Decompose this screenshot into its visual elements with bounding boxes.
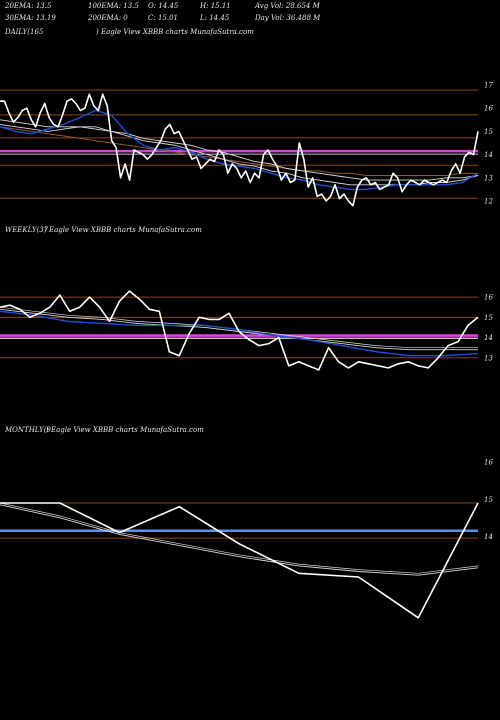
weekly-title: WEEKLY(37: [5, 226, 49, 234]
stat-low: L: 14.45: [199, 14, 230, 22]
y-tick-label: 15: [484, 496, 493, 504]
y-tick-label: 14: [484, 151, 493, 159]
stat-avg-vol: Avg Vol: 28.654 M: [254, 2, 321, 10]
y-tick-label: 13: [484, 354, 493, 362]
y-tick-label: 16: [484, 105, 493, 113]
weekly-panel-title: WEEKLY(37 ) Eagle View XBBB charts Munaf…: [5, 226, 202, 234]
monthly-panel-title: MONTHLY(9 ) Eagle View XBBB charts Munaf…: [4, 426, 204, 434]
daily-panel: 17 16 15 14 13 12: [0, 81, 493, 207]
ema-slow2-series-line: [0, 502, 479, 574]
y-tick-label: 17: [484, 81, 493, 89]
y-tick-label: 16: [484, 294, 493, 302]
stat-close: C: 15.01: [148, 14, 178, 22]
y-tick-label: 16: [484, 459, 493, 467]
y-tick-label: 13: [484, 174, 493, 182]
stat-day-vol: Day Vol: 36.488 M: [254, 14, 321, 22]
ema-slow-series-line: [0, 504, 479, 576]
stat-high: H: 15.11: [199, 2, 231, 10]
price-series-line: [0, 290, 479, 371]
stat-30ema: 30EMA: 13.19: [5, 14, 56, 22]
price-series-line: [0, 93, 479, 207]
ema-fast-series-line: [0, 310, 479, 357]
daily-panel-title: DAILY(165 ) Eagle View XBBB charts Munaf…: [4, 28, 254, 36]
y-tick-label: 14: [484, 334, 493, 342]
y-tick-label: 14: [484, 533, 493, 541]
monthly-title: MONTHLY(9: [4, 426, 51, 434]
ema-slow2-series-line: [0, 306, 478, 349]
price-series-line: [0, 502, 479, 619]
y-tick-label: 15: [484, 314, 493, 322]
monthly-panel: 16 15 14: [0, 459, 493, 619]
daily-subtitle: ) Eagle View XBBB charts MunafaSutra.com: [95, 28, 254, 36]
y-tick-label: 15: [484, 128, 493, 136]
stat-20ema: 20EMA: 13.5: [4, 2, 52, 10]
weekly-subtitle: ) Eagle View XBBB charts MunafaSutra.com: [43, 226, 202, 234]
ema-ribbon-series-line: [0, 126, 478, 176]
y-tick-label: 12: [484, 198, 493, 206]
daily-title: DAILY(165: [4, 28, 44, 36]
stat-200ema: 200EMA: 0: [87, 14, 128, 22]
monthly-subtitle: ) Eagle View XBBB charts MunafaSutra.com: [45, 426, 204, 434]
ema-fast-series-line: [0, 109, 479, 191]
stats-header: 20EMA: 13.5 100EMA: 13.5 O: 14.45 H: 15.…: [4, 2, 321, 22]
stat-open: O: 14.45: [148, 2, 179, 10]
weekly-panel: 16 15 14 13: [0, 290, 493, 371]
stat-100ema: 100EMA: 13.5: [88, 2, 139, 10]
